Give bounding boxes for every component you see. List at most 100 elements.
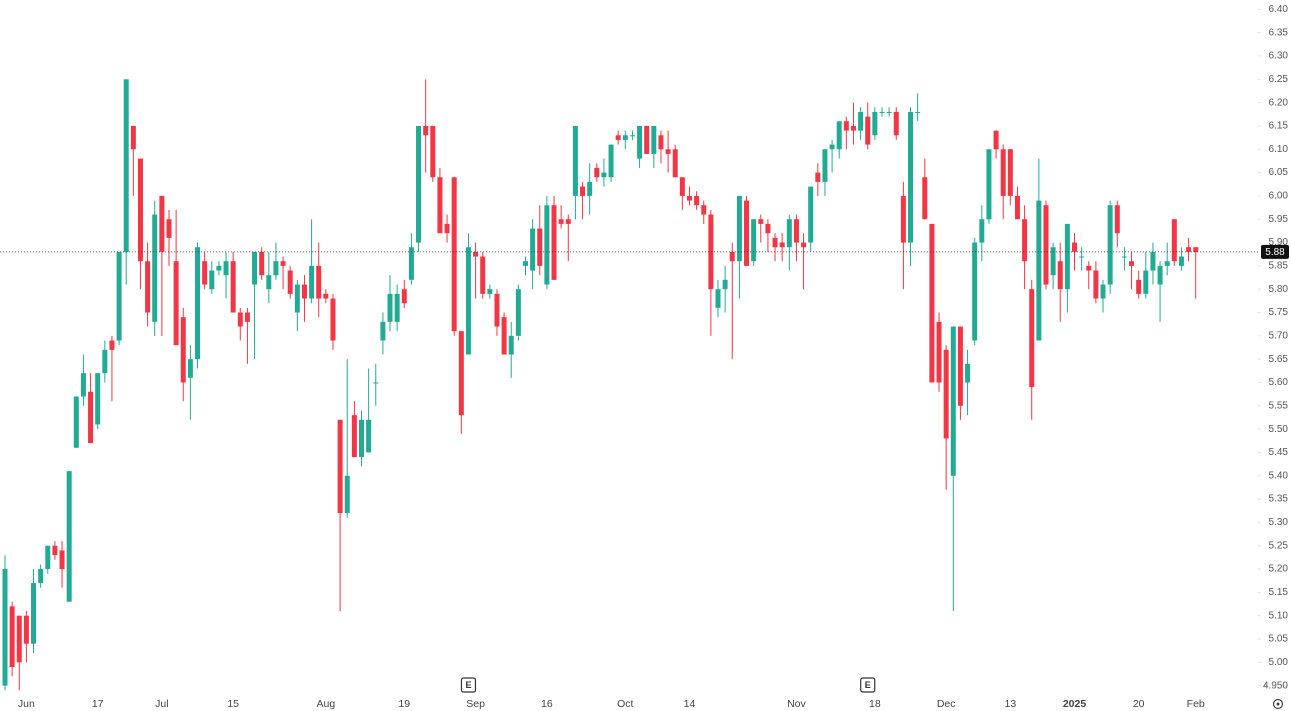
candle-body bbox=[843, 121, 849, 131]
candle-body bbox=[366, 419, 372, 453]
candle-body bbox=[123, 79, 129, 252]
candle-body bbox=[1057, 261, 1063, 290]
candle-body bbox=[330, 298, 336, 341]
candle-body bbox=[273, 261, 279, 276]
candle-body bbox=[736, 195, 742, 262]
candle-body bbox=[929, 223, 935, 383]
candle-body bbox=[779, 242, 785, 248]
candle-body bbox=[651, 125, 657, 154]
candle-body bbox=[494, 293, 500, 327]
candle-body bbox=[209, 270, 215, 290]
candle-body bbox=[52, 545, 58, 556]
candle-body bbox=[437, 177, 443, 234]
candle-body bbox=[979, 219, 985, 243]
candle-body bbox=[1193, 247, 1199, 252]
candle-body bbox=[1107, 205, 1113, 285]
y-tick-label: 4.950 bbox=[1263, 680, 1288, 691]
candle-body bbox=[893, 111, 899, 136]
candle-body bbox=[1072, 242, 1077, 252]
candle-body bbox=[836, 121, 842, 150]
candle-body bbox=[102, 349, 108, 374]
y-tick-label: 5.70 bbox=[1269, 330, 1289, 341]
candle-body bbox=[195, 247, 201, 360]
candle-body bbox=[672, 149, 678, 178]
event-marker bbox=[460, 677, 477, 693]
x-tick-label: Jun bbox=[18, 698, 35, 710]
candle-body bbox=[444, 223, 450, 234]
candle-body bbox=[458, 331, 464, 416]
candle-body bbox=[31, 583, 37, 644]
candle-body bbox=[872, 111, 878, 136]
candle-body bbox=[1143, 270, 1149, 294]
y-tick-label: 6.05 bbox=[1269, 167, 1289, 178]
candle-body bbox=[580, 186, 586, 196]
candle-body bbox=[608, 144, 614, 178]
candle-body bbox=[729, 251, 735, 262]
candle-body bbox=[230, 261, 236, 313]
candle-body bbox=[708, 214, 714, 290]
candle-body bbox=[879, 111, 885, 113]
candle-body bbox=[822, 149, 828, 182]
candle-body bbox=[522, 261, 528, 266]
y-tick-label: 5.80 bbox=[1269, 284, 1289, 295]
candle-body bbox=[515, 289, 521, 336]
x-tick-label: 13 bbox=[1004, 698, 1016, 710]
candle-body bbox=[187, 359, 193, 378]
candle-body bbox=[722, 279, 728, 290]
candle-body bbox=[1064, 223, 1070, 290]
candle-body bbox=[793, 219, 799, 243]
candle-body bbox=[587, 181, 593, 196]
gear-ring[interactable] bbox=[1272, 698, 1284, 710]
candle-body bbox=[950, 326, 956, 476]
candle-body bbox=[137, 158, 143, 262]
candle-body bbox=[1029, 289, 1035, 388]
candle-body bbox=[145, 261, 151, 313]
event-label: E bbox=[865, 680, 871, 690]
x-tick-label: Dec bbox=[937, 698, 956, 710]
candle-body bbox=[501, 317, 507, 355]
y-tick-label: 6.35 bbox=[1269, 27, 1289, 38]
y-tick-label: 6.30 bbox=[1269, 51, 1289, 62]
settings-icon[interactable] bbox=[1272, 698, 1284, 710]
candle-body bbox=[152, 214, 158, 322]
candle-body bbox=[1150, 251, 1156, 271]
y-tick-label: 5.75 bbox=[1269, 307, 1289, 318]
candle-body bbox=[480, 256, 486, 294]
candle-body bbox=[915, 111, 921, 113]
candle-body bbox=[658, 135, 664, 150]
y-tick-label: 5.55 bbox=[1269, 400, 1289, 411]
candle-body bbox=[615, 135, 621, 140]
x-tick-label: 20 bbox=[1133, 698, 1145, 710]
candle-body bbox=[530, 228, 536, 271]
y-tick-label: 5.25 bbox=[1269, 540, 1289, 551]
candle-body bbox=[622, 135, 628, 140]
y-tick-label: 5.00 bbox=[1269, 657, 1289, 668]
candle-body bbox=[259, 251, 265, 276]
candle-body bbox=[786, 219, 792, 248]
last-price-tag bbox=[1261, 244, 1289, 259]
y-tick-label: 5.35 bbox=[1269, 494, 1289, 505]
event-marker bbox=[860, 677, 876, 693]
candle-body bbox=[715, 289, 721, 308]
candle-body bbox=[629, 135, 635, 137]
candle-body bbox=[130, 125, 136, 150]
candle-body bbox=[266, 275, 272, 290]
candle-body bbox=[551, 205, 557, 280]
candle-body bbox=[66, 471, 72, 602]
candle-body bbox=[936, 321, 942, 383]
candle-body bbox=[159, 195, 165, 252]
candle-body bbox=[565, 219, 571, 224]
candle-body bbox=[772, 237, 778, 248]
gear-center[interactable] bbox=[1276, 702, 1280, 706]
candle-body bbox=[865, 116, 871, 145]
candle-body bbox=[1036, 200, 1042, 341]
candle-body bbox=[59, 550, 65, 570]
y-tick-label: 5.45 bbox=[1269, 447, 1289, 458]
x-tick-label: Jul bbox=[155, 698, 168, 710]
candle-body bbox=[359, 419, 364, 458]
candle-body bbox=[1100, 284, 1106, 299]
candle-body bbox=[423, 125, 429, 136]
y-tick-label: 6.40 bbox=[1269, 4, 1289, 15]
y-tick-label: 5.95 bbox=[1269, 214, 1289, 225]
